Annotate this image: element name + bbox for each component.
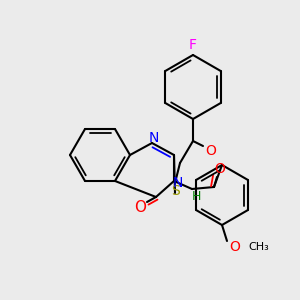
Text: O: O <box>230 240 240 254</box>
Text: H: H <box>191 190 201 203</box>
Text: O: O <box>206 144 216 158</box>
Text: F: F <box>189 38 197 52</box>
Text: O: O <box>214 162 225 176</box>
Text: CH₃: CH₃ <box>248 242 269 252</box>
Text: S: S <box>171 184 179 198</box>
Text: N: N <box>149 131 159 145</box>
Text: O: O <box>134 200 146 215</box>
Text: N: N <box>173 176 183 190</box>
